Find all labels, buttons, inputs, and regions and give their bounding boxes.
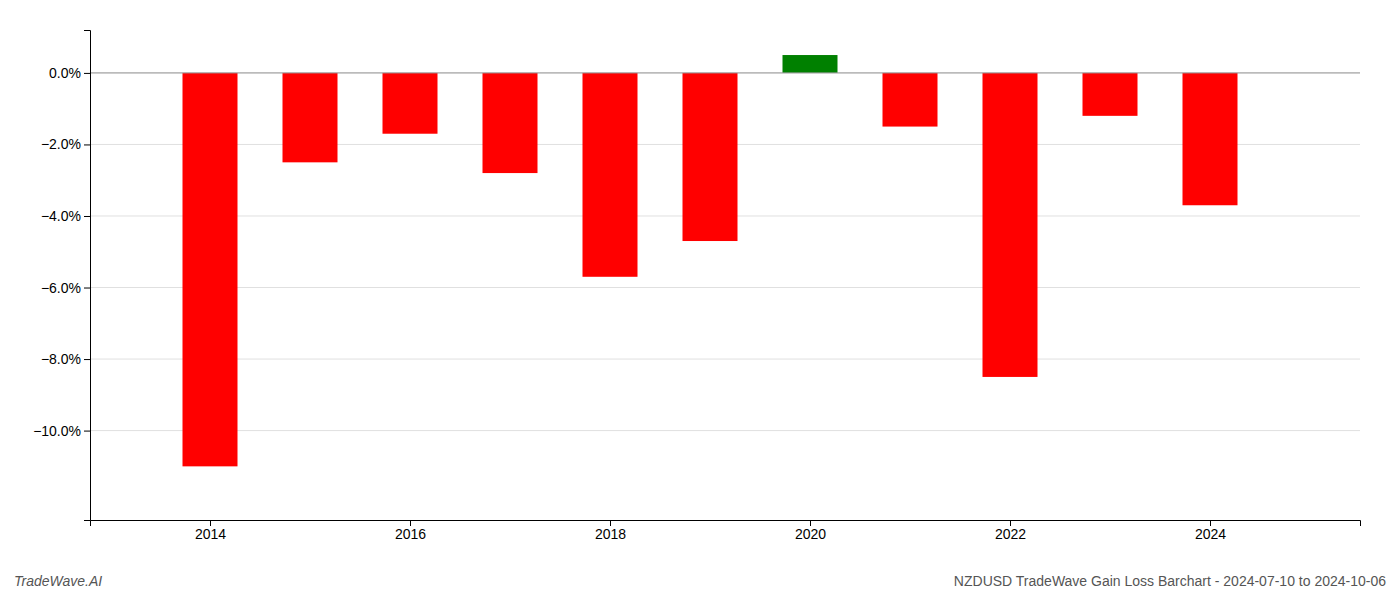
tick-label: 0.0% [49, 65, 81, 81]
tick-label: 2014 [195, 526, 226, 542]
tick-mark [84, 431, 90, 432]
tick: 2016 [395, 520, 426, 542]
bar [183, 73, 238, 466]
bar [683, 73, 738, 241]
tick: −8.0% [41, 351, 90, 367]
grid-line [90, 359, 1360, 360]
tick-label: 2022 [995, 526, 1026, 542]
tick-label: −6.0% [41, 279, 81, 295]
tick-label: 2024 [1195, 526, 1226, 542]
tick-label: 2018 [595, 526, 626, 542]
grid-line [90, 287, 1360, 288]
zero-line [90, 72, 1360, 73]
tick: −2.0% [41, 136, 90, 152]
tick: 2024 [1195, 520, 1226, 542]
tick-mark [84, 288, 90, 289]
bar [983, 73, 1038, 377]
tick: 2018 [595, 520, 626, 542]
tick-label: 2020 [795, 526, 826, 542]
tick-label: −2.0% [41, 136, 81, 152]
tick-label: 2016 [395, 526, 426, 542]
bar [383, 73, 438, 134]
tick-mark [84, 359, 90, 360]
tick: 2020 [795, 520, 826, 542]
bar [883, 73, 938, 127]
tick-label: −4.0% [41, 208, 81, 224]
tick-mark [84, 73, 90, 74]
tick-label: −8.0% [41, 351, 81, 367]
bar [783, 55, 838, 73]
bar [1083, 73, 1138, 116]
grid-line [90, 430, 1360, 431]
tick-mark [84, 144, 90, 145]
grid-line [90, 72, 1360, 73]
tick: −6.0% [41, 279, 90, 295]
tick: 2022 [995, 520, 1026, 542]
tick: −4.0% [41, 208, 90, 224]
tick: 2014 [195, 520, 226, 542]
bars [183, 55, 1238, 466]
y-axis: 0.0% −2.0% −4.0% −6.0% −8.0% −10.0% [33, 31, 90, 521]
tick-mark [84, 216, 90, 217]
tick: 0.0% [49, 65, 90, 81]
bar [283, 73, 338, 162]
grid [90, 73, 1360, 431]
bar [483, 73, 538, 173]
axis-line [84, 31, 91, 521]
tick-label: −10.0% [33, 423, 81, 439]
tick: −10.0% [33, 423, 90, 439]
axis-line [91, 521, 1361, 527]
bar [1183, 73, 1238, 205]
x-axis: 2014 2016 2018 2020 2022 2024 [91, 520, 1361, 542]
footer-title: NZDUSD TradeWave Gain Loss Barchart - 20… [954, 573, 1386, 589]
chart: 0.0%−2.0%−4.0%−6.0%−8.0%−10.0%2014201620… [0, 0, 1400, 600]
bar [583, 73, 638, 277]
footer-left: TradeWave.AI [14, 573, 102, 589]
